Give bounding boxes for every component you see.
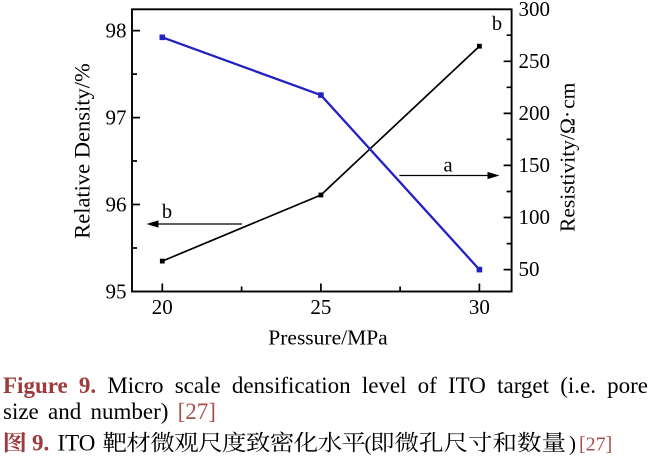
svg-text:Resistivity/Ω·cm: Resistivity/Ω·cm: [556, 82, 580, 232]
svg-text:(: (: [365, 432, 372, 456]
svg-text:[27]: [27]: [579, 434, 612, 456]
svg-text:98: 98: [106, 18, 127, 42]
svg-text:ITO: ITO: [58, 431, 96, 456]
svg-text:Relative Density/%: Relative Density/%: [70, 63, 95, 239]
svg-text:100: 100: [519, 205, 551, 229]
svg-text:b: b: [492, 13, 502, 35]
svg-text:200: 200: [519, 101, 551, 125]
svg-text:250: 250: [519, 49, 551, 73]
svg-text:50: 50: [519, 257, 540, 281]
svg-text:30: 30: [469, 295, 490, 319]
svg-text:97: 97: [106, 105, 127, 129]
svg-text:): ): [569, 432, 576, 456]
svg-text:a: a: [443, 155, 452, 177]
svg-text:b: b: [162, 201, 172, 223]
svg-text:150: 150: [519, 153, 551, 177]
svg-text:9.: 9.: [32, 431, 49, 456]
svg-text:Pressure/MPa: Pressure/MPa: [268, 326, 388, 350]
svg-text:20: 20: [152, 295, 173, 319]
svg-text:96: 96: [106, 192, 127, 216]
svg-text:95: 95: [106, 279, 127, 303]
svg-text:300: 300: [519, 0, 551, 21]
svg-text:25: 25: [310, 295, 331, 319]
